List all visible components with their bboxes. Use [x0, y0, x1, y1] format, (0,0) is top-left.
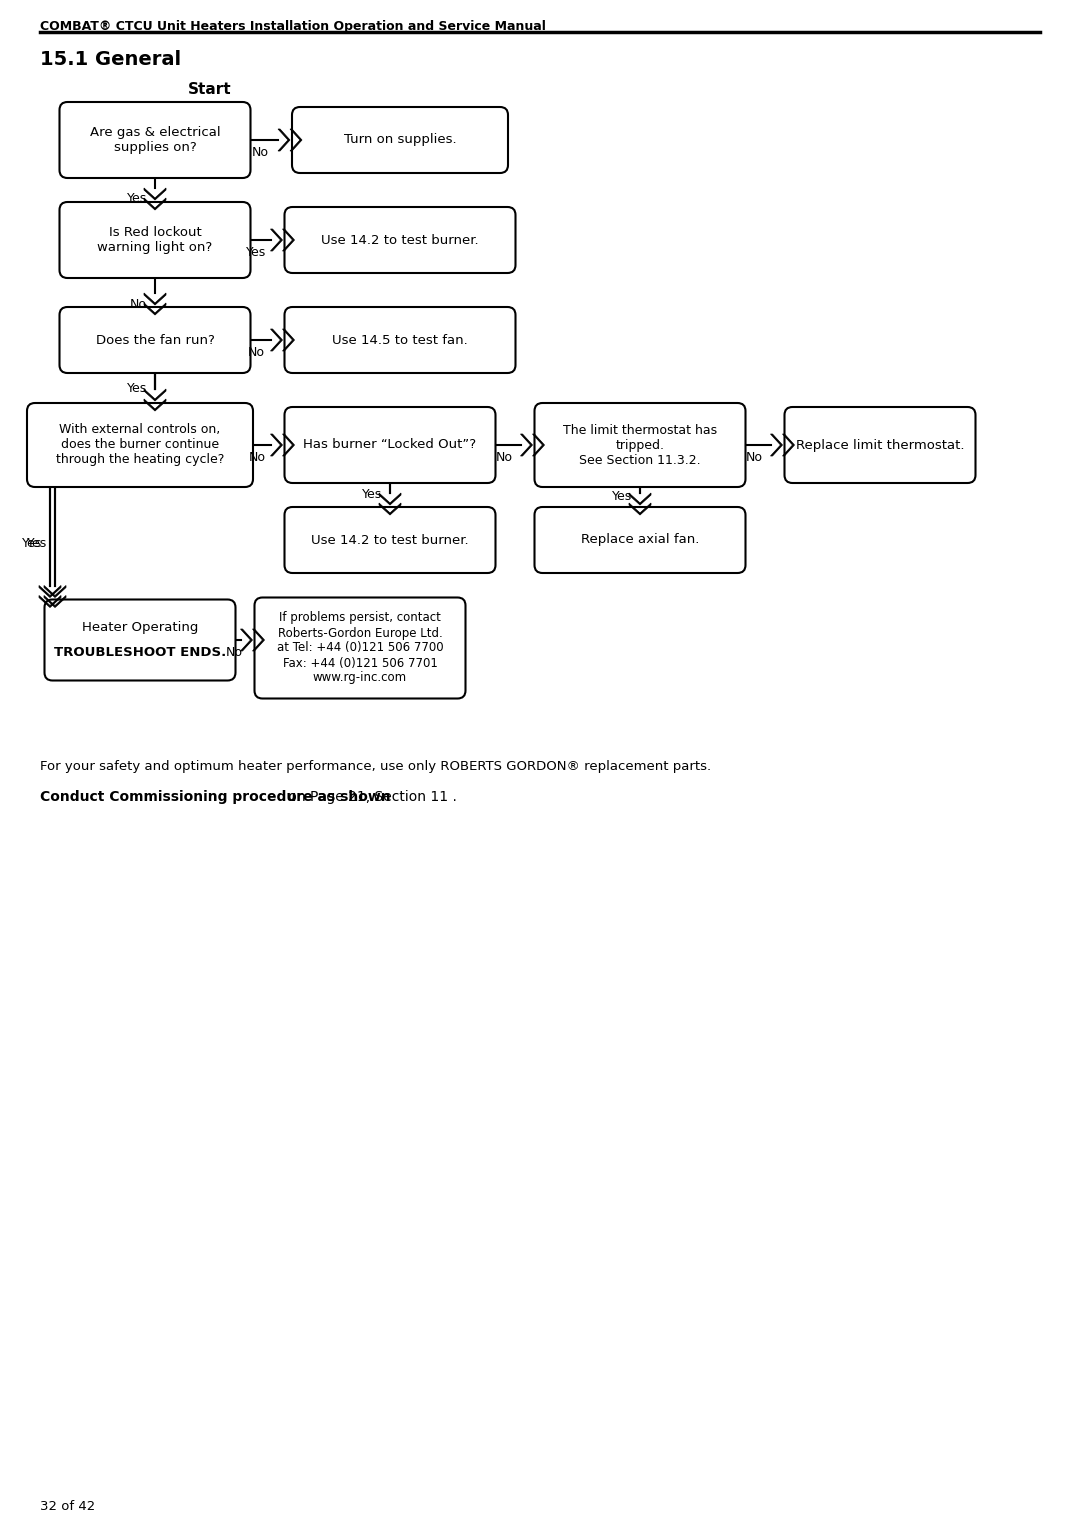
Text: If problems persist, contact
Roberts-Gordon Europe Ltd.
at Tel: +44 (0)121 506 7: If problems persist, contact Roberts-Gor… — [276, 611, 443, 684]
Polygon shape — [144, 302, 166, 315]
Text: Heater Operating: Heater Operating — [82, 621, 199, 635]
Text: Conduct Commissioning procedure as shown: Conduct Commissioning procedure as shown — [40, 789, 391, 805]
FancyBboxPatch shape — [255, 597, 465, 698]
Text: With external controls on,
does the burner continue
through the heating cycle?: With external controls on, does the burn… — [56, 423, 225, 467]
Text: For your safety and optimum heater performance, use only ROBERTS GORDON® replace: For your safety and optimum heater perfo… — [40, 760, 711, 773]
FancyBboxPatch shape — [784, 408, 975, 483]
Polygon shape — [144, 188, 166, 200]
Text: Does the fan run?: Does the fan run? — [95, 333, 215, 347]
Polygon shape — [379, 502, 401, 515]
Polygon shape — [39, 585, 60, 597]
Text: The limit thermostat has
tripped.
See Section 11.3.2.: The limit thermostat has tripped. See Se… — [563, 423, 717, 467]
Text: Is Red lockout
warning light on?: Is Red lockout warning light on? — [97, 226, 213, 253]
FancyBboxPatch shape — [59, 102, 251, 179]
Text: No: No — [252, 147, 269, 159]
Text: No: No — [249, 450, 267, 464]
Text: Replace limit thermostat.: Replace limit thermostat. — [796, 438, 964, 452]
Polygon shape — [39, 596, 60, 608]
Polygon shape — [241, 629, 253, 651]
Text: Yes: Yes — [27, 538, 48, 550]
Text: Yes: Yes — [246, 246, 267, 260]
Polygon shape — [144, 293, 166, 305]
Text: 32 of 42: 32 of 42 — [40, 1500, 95, 1513]
FancyBboxPatch shape — [284, 208, 515, 273]
Polygon shape — [144, 389, 166, 402]
Polygon shape — [270, 434, 283, 457]
FancyBboxPatch shape — [284, 307, 515, 373]
Polygon shape — [532, 434, 544, 457]
Polygon shape — [283, 328, 295, 351]
Text: Use 14.2 to test burner.: Use 14.2 to test burner. — [321, 234, 478, 246]
FancyBboxPatch shape — [535, 507, 745, 573]
Polygon shape — [44, 596, 66, 608]
Text: Use 14.5 to test fan.: Use 14.5 to test fan. — [333, 333, 468, 347]
Polygon shape — [44, 585, 66, 597]
Text: No: No — [248, 347, 265, 359]
Polygon shape — [278, 128, 291, 151]
Text: Turn on supplies.: Turn on supplies. — [343, 133, 457, 147]
Text: Yes: Yes — [22, 538, 42, 550]
Text: Yes: Yes — [126, 192, 147, 206]
Text: No: No — [130, 298, 147, 310]
Text: Start: Start — [188, 82, 232, 98]
Polygon shape — [783, 434, 795, 457]
Polygon shape — [144, 399, 166, 411]
Text: Has burner “Locked Out”?: Has burner “Locked Out”? — [303, 438, 476, 452]
FancyBboxPatch shape — [59, 307, 251, 373]
Text: Are gas & electrical
supplies on?: Are gas & electrical supplies on? — [90, 127, 220, 154]
Polygon shape — [379, 493, 401, 505]
Polygon shape — [283, 229, 295, 250]
Text: No: No — [226, 646, 243, 660]
Polygon shape — [521, 434, 532, 457]
FancyBboxPatch shape — [284, 507, 496, 573]
Text: COMBAT® CTCU Unit Heaters Installation Operation and Service Manual: COMBAT® CTCU Unit Heaters Installation O… — [40, 20, 545, 34]
FancyBboxPatch shape — [535, 403, 745, 487]
Text: 15.1 General: 15.1 General — [40, 50, 181, 69]
Text: on Page 21, Section 11 .: on Page 21, Section 11 . — [284, 789, 457, 805]
Polygon shape — [144, 199, 166, 211]
FancyBboxPatch shape — [284, 408, 496, 483]
FancyBboxPatch shape — [292, 107, 508, 173]
Polygon shape — [270, 229, 283, 250]
Text: No: No — [496, 450, 513, 464]
Polygon shape — [291, 128, 302, 151]
Text: Replace axial fan.: Replace axial fan. — [581, 533, 699, 547]
Polygon shape — [629, 493, 651, 505]
Polygon shape — [253, 629, 265, 651]
Text: Use 14.2 to test burner.: Use 14.2 to test burner. — [311, 533, 469, 547]
Text: TROUBLESHOOT ENDS.: TROUBLESHOOT ENDS. — [54, 646, 226, 658]
FancyBboxPatch shape — [59, 202, 251, 278]
Text: Yes: Yes — [611, 490, 632, 504]
Polygon shape — [270, 328, 283, 351]
FancyBboxPatch shape — [27, 403, 253, 487]
Text: No: No — [745, 450, 762, 464]
Text: Yes: Yes — [362, 489, 382, 501]
Polygon shape — [770, 434, 783, 457]
Polygon shape — [629, 502, 651, 515]
Polygon shape — [283, 434, 295, 457]
FancyBboxPatch shape — [44, 600, 235, 681]
Text: Yes: Yes — [126, 382, 147, 394]
